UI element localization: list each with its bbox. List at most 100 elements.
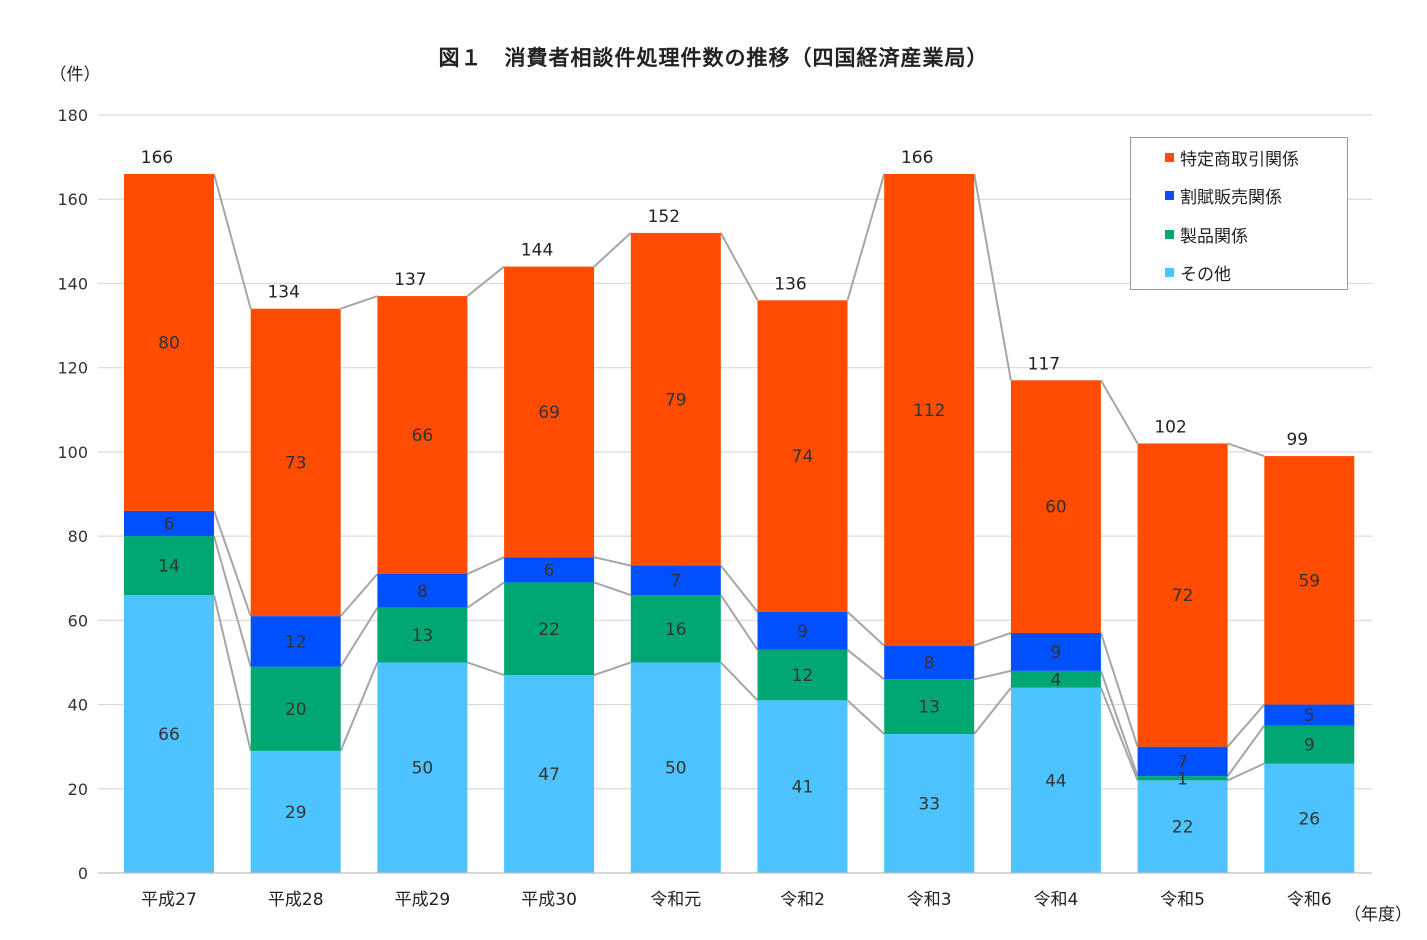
connector-line (593, 556, 632, 567)
legend-label: 製品関係 (1180, 226, 1248, 247)
total-value-label: 152 (648, 207, 680, 227)
connector-line (466, 265, 505, 297)
segment-value-label: 9 (1050, 643, 1061, 663)
legend-item: 割賦販売関係 (1165, 186, 1282, 208)
bar-segment (124, 510, 214, 537)
y-tick-label: 40 (68, 696, 88, 715)
connector-line (846, 699, 885, 735)
bar-segment (1010, 687, 1101, 873)
connector-line (340, 295, 378, 310)
bar-segment (1264, 704, 1355, 726)
segment-value-label: 14 (158, 557, 180, 577)
chart-title: 図１ 消費者相談件処理件数の推移（四国経済産業局） (438, 46, 989, 70)
connector-line (719, 594, 759, 651)
connector-line (213, 535, 252, 667)
bar-segment (250, 616, 341, 667)
segment-value-label: 20 (285, 700, 307, 720)
connector-line (593, 232, 632, 268)
y-tick-label: 160 (57, 190, 88, 209)
segment-value-label: 74 (792, 447, 814, 467)
segment-value-label: 80 (158, 333, 180, 353)
bar-segment (1137, 746, 1228, 777)
segment-value-label: 73 (285, 453, 307, 473)
x-tick-label: 令和2 (780, 890, 825, 910)
segment-value-label: 26 (1298, 809, 1320, 829)
segment-value-label: 9 (797, 622, 808, 642)
segment-value-label: 1 (1177, 769, 1188, 789)
segment-value-label: 7 (1177, 752, 1188, 772)
legend: 特定商取引関係 割賦販売関係製品関係その他 (1130, 137, 1348, 290)
segment-value-label: 66 (412, 426, 434, 446)
connector-line (973, 173, 1012, 381)
segment-value-label: 22 (538, 620, 560, 640)
connector-line (213, 173, 252, 309)
bar-segment (377, 574, 468, 608)
x-tick-label: 令和元 (650, 890, 701, 910)
segment-value-label: 6 (164, 514, 175, 534)
segment-value-label: 50 (665, 759, 687, 779)
bar-segment (757, 300, 848, 612)
bar-segment (1010, 670, 1101, 688)
segment-value-label: 13 (918, 698, 940, 718)
y-tick-label: 140 (57, 274, 88, 293)
bar-segment (884, 173, 975, 646)
segment-value-label: 50 (412, 759, 434, 779)
connector-line (1099, 670, 1139, 777)
x-tick-label: 平成27 (141, 890, 197, 910)
connector-line (339, 573, 379, 617)
bar-segment (504, 266, 595, 558)
bar-segment (1264, 725, 1355, 764)
segment-value-label: 13 (412, 626, 434, 646)
series-connector-lines (213, 173, 1266, 782)
bar-segment (504, 582, 595, 676)
segment-value-label: 60 (1045, 498, 1067, 518)
bar-segment (757, 649, 848, 701)
total-value-label: 136 (774, 274, 806, 294)
bar-segment (1264, 763, 1355, 873)
connector-line (339, 662, 379, 752)
connector-line (1100, 379, 1139, 444)
connector-line (720, 661, 759, 702)
total-value-label: 144 (521, 241, 553, 261)
legend-item: 特定商取引関係 (1165, 147, 1299, 170)
y-tick-label: 20 (68, 780, 88, 799)
connector-line (593, 581, 632, 597)
segment-value-label: 72 (1172, 586, 1194, 606)
bar-segment (377, 662, 468, 873)
connector-line (720, 564, 759, 613)
legend-swatch (1165, 268, 1174, 277)
bar-segment (630, 232, 721, 566)
segment-value-label: 12 (285, 632, 307, 652)
legend-item: その他 (1165, 263, 1231, 285)
segment-value-label: 7 (670, 571, 681, 591)
x-tick-label: 令和5 (1160, 890, 1205, 910)
bar-segment (884, 734, 975, 873)
bar-segment (1264, 456, 1355, 705)
connector-line (1099, 687, 1139, 781)
connector-line (973, 632, 1012, 647)
segment-value-label: 44 (1045, 771, 1067, 791)
y-tick-label: 0 (78, 864, 88, 883)
bar-segment (884, 679, 975, 735)
bar-segment (630, 595, 721, 663)
bar-segment (124, 173, 214, 511)
connector-line (719, 232, 759, 301)
y-tick-label: 80 (68, 527, 88, 546)
x-tick-label: 平成29 (395, 890, 451, 910)
bar-segment (757, 700, 848, 873)
legend-swatch (1165, 229, 1174, 239)
segment-value-label: 8 (924, 653, 935, 673)
connector-line (213, 594, 252, 752)
connector-line (846, 611, 885, 647)
x-tick-label: 令和4 (1033, 890, 1078, 910)
bar-segment (630, 565, 721, 596)
segment-value-label: 29 (285, 803, 307, 823)
segment-value-label: 112 (913, 401, 945, 421)
connector-line (846, 649, 885, 681)
bar-segment (504, 675, 595, 873)
total-value-label: 117 (1028, 354, 1060, 374)
y-tick-label: 60 (68, 611, 88, 630)
bar-segment (630, 662, 721, 873)
